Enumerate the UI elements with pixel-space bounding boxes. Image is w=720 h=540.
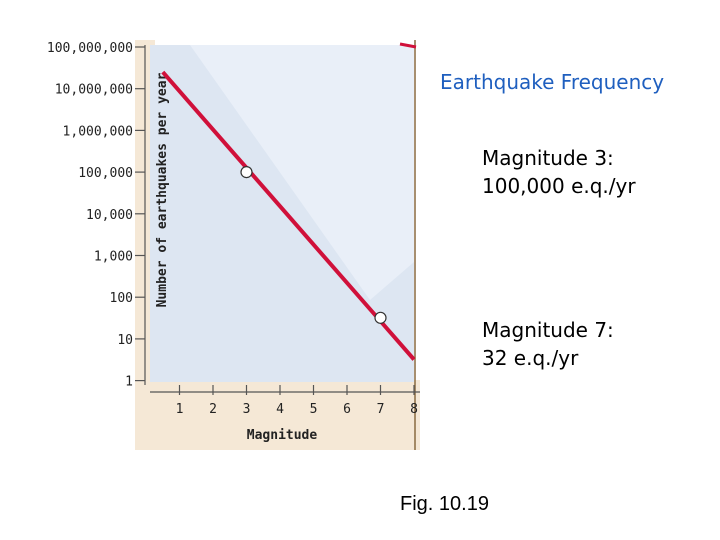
y-tick-label: 100 xyxy=(110,291,133,306)
x-tick-label: 5 xyxy=(310,402,318,417)
y-tick-label: 10,000,000 xyxy=(55,83,133,98)
y-tick-label: 100,000,000 xyxy=(47,41,133,56)
y-tick-label: 1,000 xyxy=(94,250,133,265)
x-tick-label: 4 xyxy=(276,402,284,417)
callout-label: Magnitude 3: xyxy=(482,146,614,170)
points-group xyxy=(240,166,387,324)
callout-magnitude-3: Magnitude 3: 100,000 e.q./yr xyxy=(482,144,636,200)
x-tick-label: 7 xyxy=(377,402,385,417)
callout-label: Magnitude 7: xyxy=(482,318,614,342)
callout-value: 100,000 e.q./yr xyxy=(482,174,636,198)
y-tick-group: 1 10 100 1,000 10,000 100,000 1,000,000 10,000,… xyxy=(47,41,145,390)
x-axis-title: Magnitude xyxy=(247,428,318,443)
x-tick-label: 3 xyxy=(243,402,251,417)
y-tick-label: 1,000,000 xyxy=(63,124,133,139)
series-group xyxy=(161,42,417,361)
y-tick-label: 1 xyxy=(125,375,133,390)
corner-accent-line xyxy=(399,42,417,49)
y-axis-title: Number of earthquakes per year xyxy=(155,72,170,307)
data-point xyxy=(240,166,253,179)
panel-highlight xyxy=(190,45,414,300)
figure-caption: Fig. 10.19 xyxy=(400,493,489,515)
slide-title: Earthquake Frequency xyxy=(440,70,665,94)
callout-magnitude-7: Magnitude 7: 32 e.q./yr xyxy=(482,316,614,372)
y-tick-label: 100,000 xyxy=(78,166,133,181)
x-tick-label: 2 xyxy=(209,402,217,417)
x-tick-group: 1 2 3 4 5 6 7 8 xyxy=(176,385,418,417)
x-tick-label: 1 xyxy=(176,402,184,417)
x-tick-label: 8 xyxy=(410,402,418,417)
y-tick-label: 10,000 xyxy=(86,208,133,223)
callout-value: 32 e.q./yr xyxy=(482,346,579,370)
series-line xyxy=(161,70,416,361)
data-point xyxy=(374,311,387,324)
x-tick-label: 6 xyxy=(343,402,351,417)
y-tick-label: 10 xyxy=(117,333,133,348)
